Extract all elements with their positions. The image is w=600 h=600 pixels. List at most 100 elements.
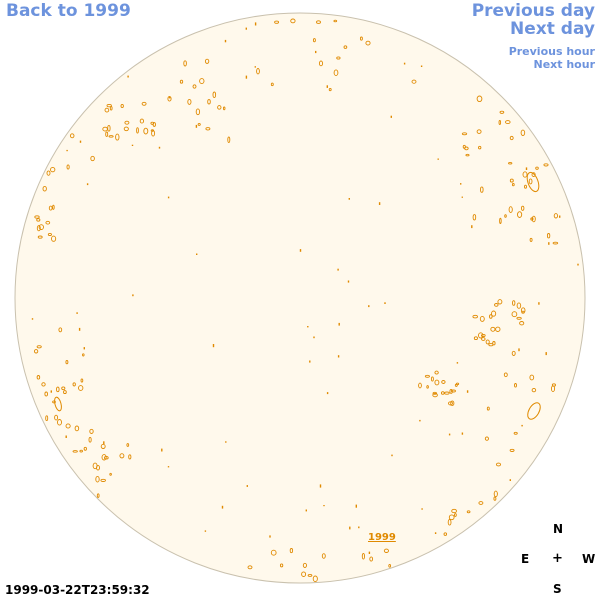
contour-loop [472,314,478,319]
contour-loop-large [526,171,540,193]
contour-loop [447,519,452,526]
contour-speck [315,50,317,54]
previous-day-link[interactable]: Previous day [471,1,595,21]
contour-speck [132,294,134,297]
contour-loop [42,185,47,192]
contour-loop [204,58,210,64]
contour-loop [45,220,51,225]
contour-loop [187,98,192,105]
contour-loop [509,135,514,141]
contour-speck [131,144,134,146]
contour-loop [72,382,76,387]
next-day-link[interactable]: Next day [510,19,595,39]
contour-loop [478,145,482,150]
contour-loop [72,450,78,453]
contour-loop [462,144,466,149]
contour-loop [47,232,52,237]
contour-loop [383,548,389,553]
contour-speck [391,454,393,457]
contour-speck [337,355,340,358]
contour-speck [466,390,469,393]
contour-loop [418,382,422,389]
contour-loop [34,215,40,219]
contour-speck [577,263,579,266]
contour-loop [505,120,511,125]
contour-loop [516,316,522,320]
contour-loop [222,106,226,111]
contour-speck [525,167,528,170]
contour-loop [289,548,294,554]
contour-loop [92,462,98,470]
contour-loop [128,454,132,460]
contour-speck [65,435,67,438]
contour-loop [274,20,280,24]
contour-loop [217,105,222,110]
contour-loop [44,391,48,397]
contour-loop [328,88,332,92]
contour-speck [378,202,381,205]
contour-loop [41,382,46,387]
contour-loop [78,385,84,391]
contour-loop [359,36,363,41]
contour-speck [460,183,462,185]
contour-loop [491,310,497,317]
contour-loop [279,563,284,568]
contour-loop [36,225,41,232]
contour-loop [434,370,439,375]
contour-loop [183,60,187,67]
previous-hour-link[interactable]: Previous hour [508,45,595,58]
contour-speck [127,75,129,78]
contour-loop [432,392,438,398]
contour-speck [420,65,423,67]
contour-loop [106,103,112,108]
contour-speck [403,62,406,65]
contour-speck [548,242,550,245]
contour-loop [434,379,440,386]
contour-loop [509,178,514,183]
contour-loop [492,341,496,346]
contour-speck [313,336,315,339]
contour-speck [269,535,271,538]
contour-loop [504,214,507,218]
contour-loop [54,414,59,421]
contour-loop [552,241,559,245]
contour-speck [158,146,161,149]
contour-loop [424,374,430,378]
contour-speck [225,441,227,443]
contour-loop [512,300,516,306]
contour-loop [411,79,417,84]
contour-loop [450,400,455,407]
contour-loop [461,132,468,136]
contour-loop [270,549,277,556]
contour-loop [57,419,62,426]
year-marker-link[interactable]: 1999 [368,532,396,543]
back-to-year-link[interactable]: Back to 1999 [6,1,131,21]
contour-loop [535,166,539,170]
contour-loop [52,400,56,404]
contour-loop [141,101,147,106]
contour-loop [96,493,100,498]
next-hour-link[interactable]: Next hour [533,58,596,71]
contour-speck [461,432,464,435]
contour-loop [473,336,478,341]
contour-loop [495,326,501,332]
contour-speck [78,327,81,331]
contour-speck [338,322,340,326]
contour-speck [309,360,311,363]
contour-speck [348,198,350,200]
compass-west: W [582,552,596,566]
contour-loop [105,131,109,137]
contour-loop [143,127,149,135]
contour-speck [521,424,523,427]
contour-loop [485,339,490,345]
contour-speck [368,305,370,308]
contour-speck [86,183,89,186]
contour-loop [56,386,60,393]
contour-loop [316,20,321,24]
contour-speck [349,526,351,530]
contour-loop [83,446,87,451]
contour-loop [508,206,513,213]
contour-speck [196,253,198,255]
contour-speck [307,326,309,328]
